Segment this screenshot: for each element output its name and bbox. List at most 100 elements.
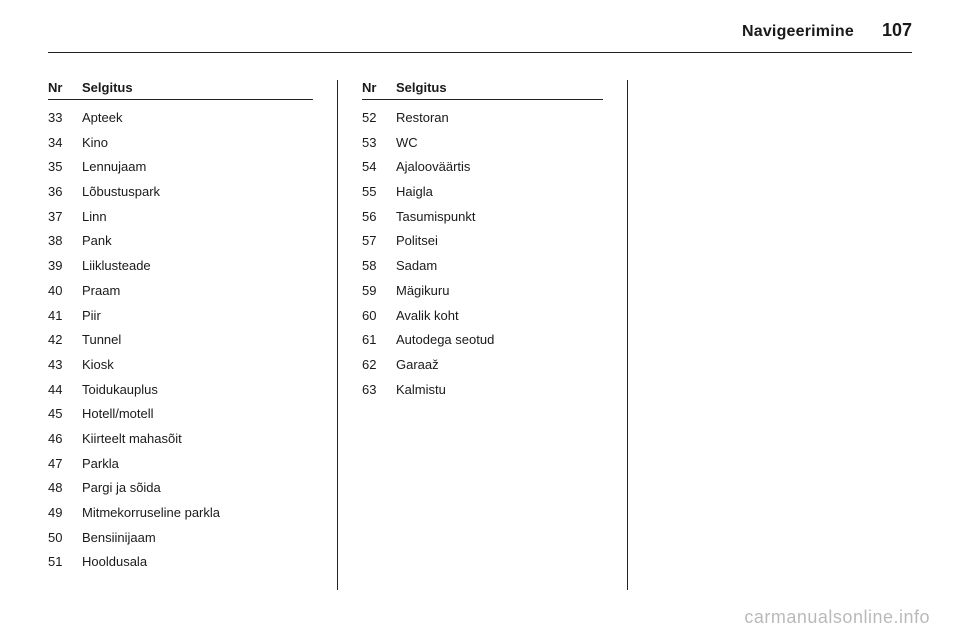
page-header: Navigeerimine 107 [742, 20, 912, 41]
cell-text: Autodega seotud [396, 328, 603, 353]
table-row: 43Kiosk [48, 353, 313, 378]
cell-text: Apteek [82, 106, 313, 131]
cell-nr: 44 [48, 378, 82, 403]
cell-text: Kiosk [82, 353, 313, 378]
table-row: 61Autodega seotud [362, 328, 603, 353]
table-row: 54Ajalooväärtis [362, 155, 603, 180]
cell-nr: 62 [362, 353, 396, 378]
table-row: 53WC [362, 131, 603, 156]
cell-nr: 61 [362, 328, 396, 353]
cell-text: Tunnel [82, 328, 313, 353]
cell-nr: 63 [362, 378, 396, 403]
cell-nr: 35 [48, 155, 82, 180]
table-row: 36Lõbustuspark [48, 180, 313, 205]
cell-text: Parkla [82, 452, 313, 477]
cell-nr: 39 [48, 254, 82, 279]
content-columns: Nr Selgitus 33Apteek 34Kino 35Lennujaam … [48, 80, 918, 590]
cell-text: Ajalooväärtis [396, 155, 603, 180]
table-1: Nr Selgitus 33Apteek 34Kino 35Lennujaam … [48, 80, 313, 575]
cell-nr: 49 [48, 501, 82, 526]
column-2: Nr Selgitus 52Restoran 53WC 54Ajalooväär… [338, 80, 628, 590]
cell-nr: 38 [48, 229, 82, 254]
table-row: 60Avalik koht [362, 304, 603, 329]
table-row: 62Garaaž [362, 353, 603, 378]
table-2: Nr Selgitus 52Restoran 53WC 54Ajalooväär… [362, 80, 603, 402]
cell-nr: 33 [48, 106, 82, 131]
cell-nr: 47 [48, 452, 82, 477]
col-header-nr: Nr [48, 80, 82, 95]
watermark: carmanualsonline.info [744, 607, 930, 628]
cell-text: Kino [82, 131, 313, 156]
table-row: 49Mitmekorruseline parkla [48, 501, 313, 526]
cell-text: Avalik koht [396, 304, 603, 329]
cell-text: Toidukauplus [82, 378, 313, 403]
table-row: 45Hotell/motell [48, 402, 313, 427]
cell-text: Mägikuru [396, 279, 603, 304]
section-title: Navigeerimine [742, 23, 854, 41]
col-header-nr: Nr [362, 80, 396, 95]
cell-nr: 34 [48, 131, 82, 156]
cell-nr: 59 [362, 279, 396, 304]
table-header: Nr Selgitus [48, 80, 313, 100]
cell-text: Garaaž [396, 353, 603, 378]
cell-text: Mitmekorruseline parkla [82, 501, 313, 526]
cell-text: Politsei [396, 229, 603, 254]
table-row: 56Tasumispunkt [362, 205, 603, 230]
header-rule [48, 52, 912, 53]
table-row: 33Apteek [48, 106, 313, 131]
column-1: Nr Selgitus 33Apteek 34Kino 35Lennujaam … [48, 80, 338, 590]
cell-text: Restoran [396, 106, 603, 131]
cell-nr: 60 [362, 304, 396, 329]
table-row: 41Piir [48, 304, 313, 329]
table-row: 50Bensiinijaam [48, 526, 313, 551]
cell-nr: 51 [48, 550, 82, 575]
table-row: 40Praam [48, 279, 313, 304]
table-row: 35Lennujaam [48, 155, 313, 180]
table-row: 37Linn [48, 205, 313, 230]
cell-nr: 41 [48, 304, 82, 329]
table-row: 46Kiirteelt mahasõit [48, 427, 313, 452]
table-row: 48Pargi ja sõida [48, 476, 313, 501]
cell-nr: 46 [48, 427, 82, 452]
cell-text: Hooldusala [82, 550, 313, 575]
col-header-selgitus: Selgitus [82, 80, 313, 95]
cell-text: Praam [82, 279, 313, 304]
cell-text: Tasumispunkt [396, 205, 603, 230]
table-row: 63Kalmistu [362, 378, 603, 403]
cell-nr: 48 [48, 476, 82, 501]
cell-nr: 55 [362, 180, 396, 205]
cell-nr: 45 [48, 402, 82, 427]
table-row: 39Liiklusteade [48, 254, 313, 279]
cell-text: Hotell/motell [82, 402, 313, 427]
cell-text: Sadam [396, 254, 603, 279]
cell-text: Pargi ja sõida [82, 476, 313, 501]
table-row: 44Toidukauplus [48, 378, 313, 403]
cell-nr: 53 [362, 131, 396, 156]
cell-text: Kiirteelt mahasõit [82, 427, 313, 452]
table-row: 58Sadam [362, 254, 603, 279]
table-header: Nr Selgitus [362, 80, 603, 100]
cell-nr: 57 [362, 229, 396, 254]
page: Navigeerimine 107 Nr Selgitus 33Apteek 3… [0, 0, 960, 642]
cell-nr: 37 [48, 205, 82, 230]
cell-nr: 56 [362, 205, 396, 230]
cell-text: Lõbustuspark [82, 180, 313, 205]
page-number: 107 [882, 20, 912, 41]
table-row: 51Hooldusala [48, 550, 313, 575]
cell-nr: 42 [48, 328, 82, 353]
cell-nr: 40 [48, 279, 82, 304]
cell-nr: 43 [48, 353, 82, 378]
table-row: 59Mägikuru [362, 279, 603, 304]
cell-nr: 52 [362, 106, 396, 131]
col-header-selgitus: Selgitus [396, 80, 603, 95]
cell-text: Bensiinijaam [82, 526, 313, 551]
table-row: 38Pank [48, 229, 313, 254]
table-row: 34Kino [48, 131, 313, 156]
cell-nr: 58 [362, 254, 396, 279]
table-row: 57Politsei [362, 229, 603, 254]
cell-text: Piir [82, 304, 313, 329]
column-3 [628, 80, 918, 590]
cell-nr: 54 [362, 155, 396, 180]
cell-text: Pank [82, 229, 313, 254]
cell-text: Haigla [396, 180, 603, 205]
